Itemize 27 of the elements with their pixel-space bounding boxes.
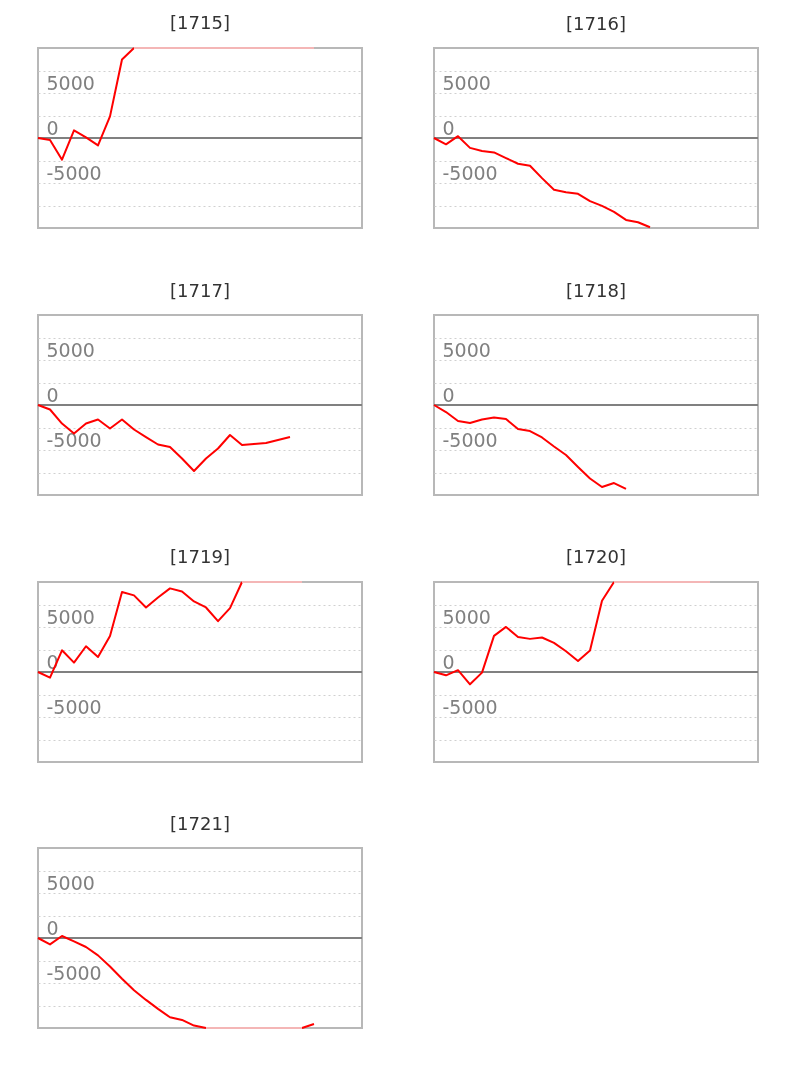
y-tick-label: -5000 xyxy=(46,161,102,184)
chart-title: [1719] xyxy=(170,546,230,567)
y-tick-label: 0 xyxy=(46,383,59,406)
y-tick-label: -5000 xyxy=(46,428,102,451)
chart-title: [1720] xyxy=(566,546,626,567)
y-tick-label: -5000 xyxy=(442,695,498,718)
y-tick-label: 0 xyxy=(46,116,59,139)
y-tick-label: -5000 xyxy=(46,695,102,718)
y-tick-label: 5000 xyxy=(46,71,95,94)
chart-title: [1721] xyxy=(170,813,230,834)
chart-title: [1715] xyxy=(170,12,230,33)
y-tick-label: 5000 xyxy=(442,605,491,628)
y-tick-label: 5000 xyxy=(46,338,95,361)
y-tick-label: -5000 xyxy=(442,428,498,451)
y-tick-label: 0 xyxy=(46,916,59,939)
y-tick-label: 0 xyxy=(442,650,455,673)
y-tick-label: 0 xyxy=(442,383,455,406)
y-tick-label: 5000 xyxy=(442,338,491,361)
y-tick-label: 5000 xyxy=(46,605,95,628)
chart-title: [1717] xyxy=(170,280,230,301)
chart-title: [1718] xyxy=(566,280,626,301)
y-tick-label: 5000 xyxy=(442,71,491,94)
y-tick-label: 0 xyxy=(442,116,455,139)
y-tick-label: -5000 xyxy=(46,961,102,984)
y-tick-label: 5000 xyxy=(46,871,95,894)
chart-title: [1716] xyxy=(566,13,626,34)
y-tick-label: -5000 xyxy=(442,161,498,184)
